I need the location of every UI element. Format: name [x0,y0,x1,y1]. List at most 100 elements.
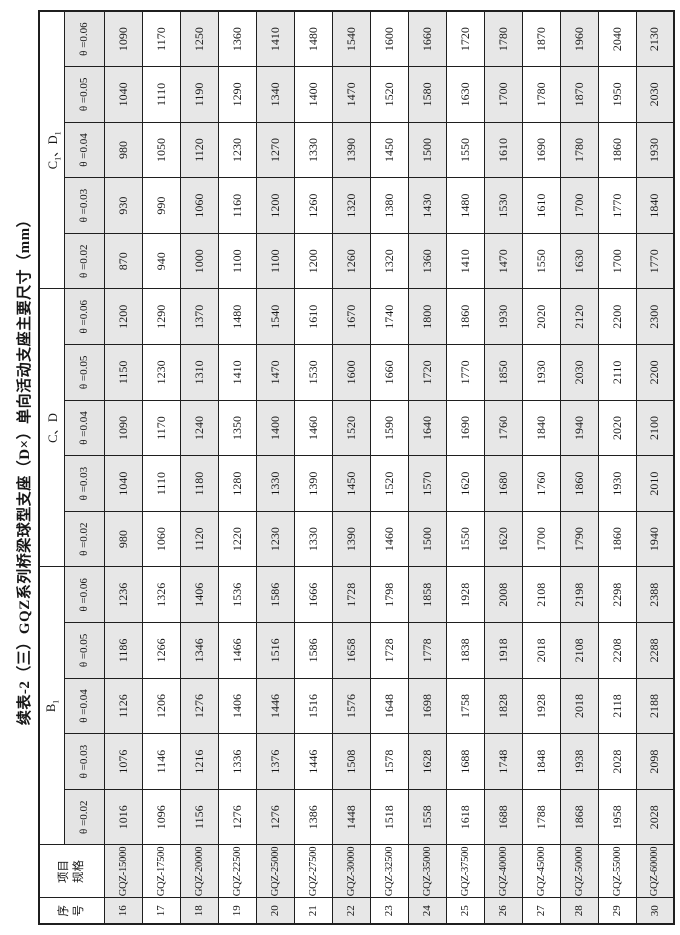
table-row: 19 GQZ-22500 1276 1336 1406 1466 1536 1220 1280 1… [218,11,256,924]
value-cell: 1260 [294,177,332,234]
table-row: 29 GQZ-55000 1958 2028 2118 2208 2298 1860 1930 2… [598,11,636,924]
value-cell: 1860 [598,122,636,178]
spec-cell: GQZ-45000 [522,845,560,898]
value-cell: 1930 [598,455,636,512]
theta-header-cell: θ =0.02 [64,789,104,845]
value-cell: 1688 [484,789,522,845]
row-number-cell: 27 [522,898,560,924]
value-cell: 1170 [142,400,180,456]
value-cell: 1480 [294,11,332,67]
value-cell: 1620 [484,511,522,567]
row-number-cell: 26 [484,898,522,924]
value-cell: 1940 [560,400,598,456]
theta-header-cell: θ =0.05 [64,66,104,123]
spec-cell: GQZ-37500 [446,845,484,898]
table-header: 序号项目 规格 B1 C、D C1、D1 θ =0.02 θ =0.03 θ =0.04 θ =… [39,11,104,924]
value-cell: 1310 [180,344,218,401]
value-cell: 1700 [598,233,636,289]
table-title: 续表-2（三）GQZ系列桥梁球型支座（D×）单向活动支座主要尺寸（mm） [17,211,33,726]
value-cell: 1320 [332,177,370,234]
row-number-cell: 19 [218,898,256,924]
value-cell: 1660 [408,11,446,67]
value-cell: 1536 [218,566,256,623]
value-cell: 1230 [256,511,294,567]
value-cell: 1680 [484,455,522,512]
value-cell: 1470 [484,233,522,289]
value-cell: 1180 [180,455,218,512]
value-cell: 1770 [636,233,674,289]
group-header-cell-1: C、D [39,288,64,567]
value-cell: 1276 [218,789,256,845]
value-cell: 980 [104,122,142,178]
value-cell: 1406 [218,678,256,734]
value-cell: 1700 [522,511,560,567]
row-number-cell: 20 [256,898,294,924]
value-cell: 1860 [560,455,598,512]
value-cell: 1530 [294,344,332,401]
value-cell: 1290 [218,66,256,123]
value-cell: 1520 [370,455,408,512]
value-cell: 1550 [522,233,560,289]
table-row: 16 GQZ-15000 1016 1076 1126 1186 1236 980 1040 10… [104,11,142,924]
value-cell: 1630 [446,66,484,123]
value-cell: 1928 [446,566,484,623]
value-cell: 1326 [142,566,180,623]
value-cell: 1290 [142,288,180,345]
group-label-part: 1 [51,699,61,704]
value-cell: 1550 [446,122,484,178]
value-cell: 1700 [560,177,598,234]
value-cell: 1728 [332,566,370,623]
value-cell: 1518 [370,789,408,845]
table-row: 25 GQZ-37500 1618 1688 1758 1838 1928 1550 1620 1… [446,11,484,924]
table-row: 21 GQZ-27500 1386 1446 1516 1586 1666 1330 1390 1… [294,11,332,924]
value-cell: 2208 [598,622,636,679]
value-cell: 1760 [522,455,560,512]
value-cell: 1340 [256,66,294,123]
value-cell: 1918 [484,622,522,679]
value-cell: 1508 [332,733,370,790]
row-number-cell: 17 [142,898,180,924]
value-cell: 1780 [522,66,560,123]
value-cell: 930 [104,177,142,234]
value-cell: 1150 [104,344,142,401]
value-cell: 1950 [598,66,636,123]
table-row: 20 GQZ-25000 1276 1376 1446 1516 1586 1230 1330 1… [256,11,294,924]
value-cell: 1390 [332,511,370,567]
value-cell: 1216 [180,733,218,790]
value-cell: 1336 [218,733,256,790]
value-cell: 2130 [636,11,674,67]
theta-header-cell: θ =0.05 [64,344,104,401]
spec-cell: GQZ-22500 [218,845,256,898]
value-cell: 2188 [636,678,674,734]
spec-cell: GQZ-40000 [484,845,522,898]
value-cell: 1640 [408,400,446,456]
value-cell: 1790 [560,511,598,567]
theta-header-cell: θ =0.02 [64,233,104,289]
value-cell: 1410 [218,344,256,401]
value-cell: 1016 [104,789,142,845]
value-cell: 1778 [408,622,446,679]
value-cell: 1958 [598,789,636,845]
value-cell: 1460 [294,400,332,456]
value-cell: 2098 [636,733,674,790]
value-cell: 1520 [370,66,408,123]
value-cell: 1860 [598,511,636,567]
spec-cell: GQZ-20000 [180,845,218,898]
value-cell: 1620 [446,455,484,512]
value-cell: 1840 [522,400,560,456]
value-cell: 1586 [256,566,294,623]
theta-header-cell: θ =0.06 [64,566,104,623]
value-cell: 1110 [142,455,180,512]
value-cell: 1838 [446,622,484,679]
value-cell: 1330 [256,455,294,512]
value-cell: 1090 [104,400,142,456]
value-cell: 1448 [332,789,370,845]
table-row: 26 GQZ-40000 1688 1748 1828 1918 2008 1620 1680 1… [484,11,522,924]
value-cell: 1000 [180,233,218,289]
group-header-cell-2: C1、D1 [39,11,64,289]
group-label-part: 1 [53,156,63,161]
value-cell: 1930 [636,122,674,178]
table-row: 24 GQZ-35000 1558 1628 1698 1778 1858 1500 1570 1… [408,11,446,924]
theta-header-cell: θ =0.04 [64,400,104,456]
